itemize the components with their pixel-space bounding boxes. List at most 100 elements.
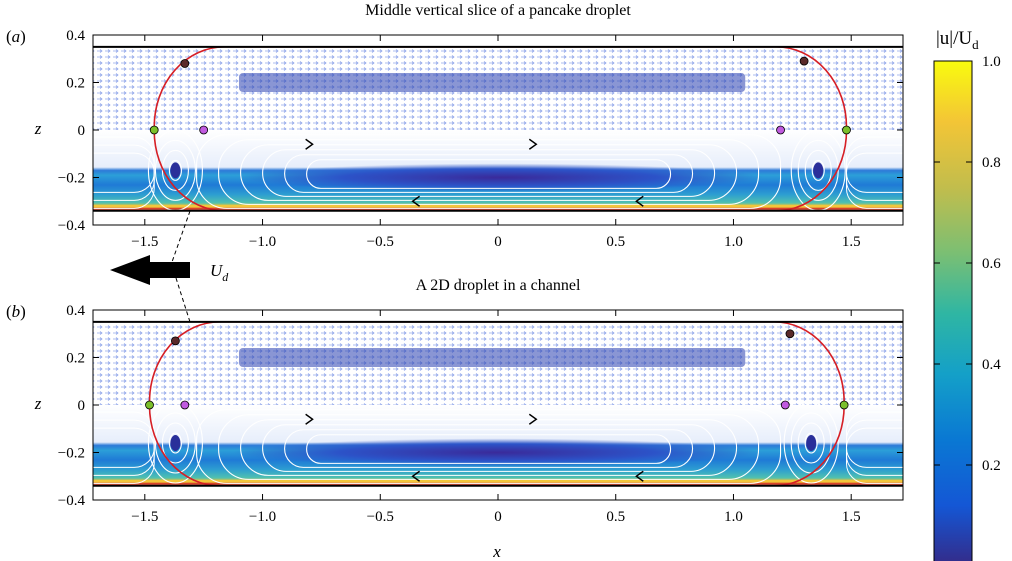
colorbar-tick-label: 1.0 bbox=[982, 54, 1001, 70]
streamline bbox=[306, 159, 672, 189]
x-tick-label: −0.5 bbox=[367, 509, 394, 525]
x-axis-label: x bbox=[492, 542, 501, 561]
wall-shear-band bbox=[93, 479, 903, 483]
vortex-core bbox=[170, 435, 181, 451]
colorbar-tick-label: 0 bbox=[982, 559, 990, 561]
stagnation-point bbox=[780, 400, 790, 410]
stagnation-point bbox=[145, 400, 154, 410]
colorbar-tick-label: 0.2 bbox=[982, 458, 1001, 474]
wall-shear-band bbox=[93, 204, 903, 208]
colorbar-tick-label: 0.8 bbox=[982, 155, 1001, 171]
outer-streamline bbox=[93, 427, 155, 468]
x-tick-label: −1.0 bbox=[249, 234, 276, 250]
connector-line-lower bbox=[175, 277, 191, 323]
vortex-streamline bbox=[168, 432, 182, 454]
colorbar-tick-label: 0.4 bbox=[982, 357, 1001, 373]
upper-core-band bbox=[238, 73, 746, 92]
y-tick-label: −0.2 bbox=[58, 171, 85, 187]
outer-streamline bbox=[845, 427, 903, 468]
panel-field bbox=[93, 35, 903, 225]
panel-label: (b) bbox=[6, 302, 26, 321]
vortex-core bbox=[170, 162, 181, 179]
vortex-streamline bbox=[811, 159, 825, 181]
x-tick-label: −1.0 bbox=[249, 509, 276, 525]
vortex-streamline bbox=[797, 422, 825, 464]
streamline bbox=[218, 414, 760, 480]
streamline bbox=[218, 139, 760, 205]
panel-label-open: ( bbox=[6, 27, 12, 46]
y-tick-label: −0.4 bbox=[58, 493, 86, 509]
y-tick-label: 0.4 bbox=[66, 28, 85, 44]
streamline bbox=[196, 409, 782, 484]
left-arrow-icon bbox=[110, 255, 190, 285]
vortex-streamline bbox=[783, 402, 839, 484]
vortex-streamline bbox=[804, 432, 818, 454]
x-tick-label: 1.0 bbox=[724, 509, 743, 525]
y-tick-label: 0.2 bbox=[66, 76, 85, 92]
streamline bbox=[240, 144, 738, 201]
stagnation-point bbox=[199, 125, 209, 135]
panel-title: A 2D droplet in a channel bbox=[416, 277, 581, 294]
colorbar-tick-label: 0.6 bbox=[982, 256, 1001, 272]
panel-label-letter: a bbox=[12, 27, 21, 46]
vortex-streamline bbox=[168, 159, 182, 181]
velocity-label: Ud bbox=[210, 261, 229, 284]
flow-direction-icon bbox=[411, 470, 420, 482]
vortex-core bbox=[806, 435, 817, 451]
vortex-core bbox=[813, 162, 824, 179]
panel-label-close: ) bbox=[20, 27, 26, 46]
connector-line-upper bbox=[171, 210, 191, 263]
streamline bbox=[262, 149, 716, 197]
x-tick-label: 1.5 bbox=[842, 509, 861, 525]
x-tick-label: 0.5 bbox=[606, 234, 625, 250]
y-tick-label: 0.2 bbox=[66, 351, 85, 367]
stagnation-point bbox=[776, 125, 785, 135]
colorbar: |u|/Ud 0 0.2 0.4 0.6 0.8 1.0 bbox=[933, 28, 1001, 561]
panel-field bbox=[93, 310, 903, 500]
x-tick-label: 0.5 bbox=[606, 509, 625, 525]
stagnation-point bbox=[171, 336, 180, 346]
outer-streamline bbox=[93, 152, 155, 193]
stagnation-point bbox=[842, 125, 851, 135]
x-tick-label: −1.5 bbox=[131, 509, 158, 525]
flow-direction-icon bbox=[411, 195, 420, 207]
x-tick-label: 1.5 bbox=[842, 234, 861, 250]
stagnation-point bbox=[180, 400, 190, 410]
flow-direction-icon bbox=[635, 195, 644, 207]
streamline bbox=[196, 134, 782, 209]
panel-label-close: ) bbox=[20, 302, 26, 321]
streamline bbox=[284, 154, 694, 193]
stagnation-point bbox=[839, 400, 849, 410]
low-velocity-core bbox=[232, 438, 761, 467]
x-tick-label: 0 bbox=[494, 509, 502, 525]
panel-b: −0.4 −0.2 0 0.2 0.4 −1.5 −1.0 −0.5 0 0.5 1.0 1.5 z (b… bbox=[6, 277, 904, 525]
flow-direction-icon bbox=[305, 413, 314, 425]
flow-direction-icon bbox=[635, 470, 644, 482]
outer-streamline bbox=[845, 152, 903, 193]
x-tick-label: 1.0 bbox=[724, 234, 743, 250]
stagnation-point bbox=[149, 125, 159, 135]
y-axis-label: z bbox=[34, 394, 42, 413]
flow-direction-icon bbox=[528, 138, 538, 150]
vortex-streamline bbox=[147, 402, 203, 484]
flow-direction-icon bbox=[305, 138, 314, 150]
panel-a: −0.4 −0.2 0 0.2 0.4 −1.5 −1.0 −0.5 0 0.5 1.0 1.5 z (a… bbox=[6, 2, 904, 250]
stagnation-point bbox=[785, 329, 795, 339]
y-tick-label: −0.4 bbox=[58, 218, 86, 234]
x-tick-label: −0.5 bbox=[367, 234, 394, 250]
vortex-streamline bbox=[154, 412, 196, 474]
streamline bbox=[262, 424, 716, 472]
x-tick-label: −1.5 bbox=[131, 234, 158, 250]
low-velocity-core bbox=[237, 163, 764, 192]
panel-label: (a) bbox=[6, 27, 26, 46]
y-tick-label: 0 bbox=[78, 123, 86, 139]
velocity-indicator: Ud bbox=[110, 210, 229, 323]
panel-label-letter: b bbox=[12, 302, 21, 321]
vortex-streamline bbox=[804, 149, 832, 191]
colorbar-gradient bbox=[933, 60, 973, 561]
flow-direction-icon bbox=[528, 413, 538, 425]
y-tick-label: 0.4 bbox=[66, 303, 85, 319]
stagnation-point bbox=[180, 59, 190, 68]
stagnation-point bbox=[799, 56, 809, 66]
